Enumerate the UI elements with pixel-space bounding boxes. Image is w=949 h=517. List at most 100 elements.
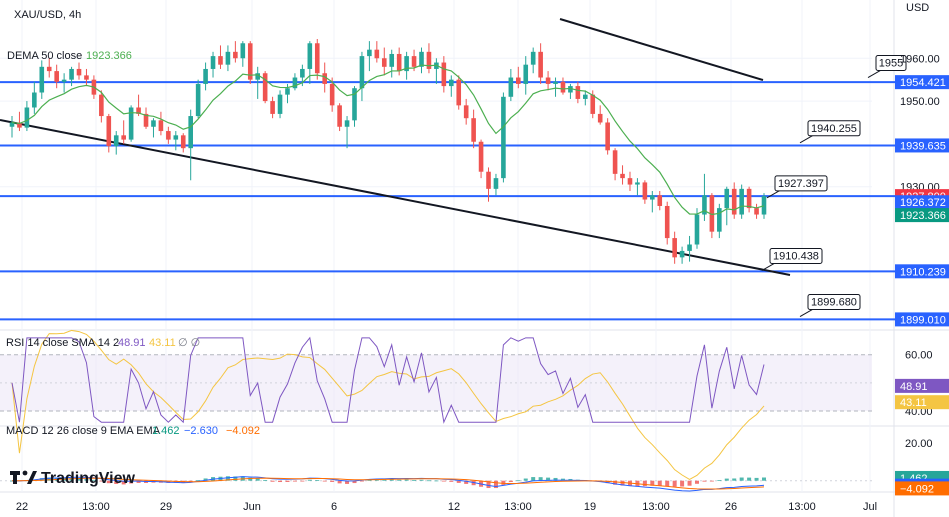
- rsi-ma-line: [11, 329, 765, 481]
- macd-histogram-bar: [121, 480, 126, 485]
- candle-body: [441, 62, 447, 87]
- symbol-title[interactable]: XAU/USD, 4h: [14, 9, 81, 21]
- macd-histogram-bar: [434, 480, 439, 482]
- macd-histogram-bar: [263, 480, 268, 481]
- candle-body: [739, 188, 744, 215]
- macd-histogram-bar: [702, 480, 707, 482]
- rsi-legend-label[interactable]: RSI 14 close SMA 14 2: [6, 337, 119, 349]
- currency-label[interactable]: USD: [906, 2, 929, 14]
- candle-body: [635, 182, 640, 185]
- macd-histogram-bar: [605, 480, 610, 484]
- macd-histogram-bar: [47, 477, 52, 481]
- macd-histogram-bar: [248, 477, 253, 481]
- macd-histogram-bar: [739, 477, 744, 481]
- price-tag-box: [895, 395, 949, 410]
- candle-body: [307, 43, 313, 69]
- candle-body: [404, 56, 409, 72]
- candle-body: [612, 150, 618, 174]
- callout-box: [875, 55, 907, 72]
- macd-histogram-bar: [389, 479, 394, 481]
- macd-histogram-bar: [382, 479, 387, 481]
- candle-body: [746, 188, 752, 209]
- candle-body: [277, 94, 283, 114]
- time-axis-label: Jul: [863, 501, 877, 513]
- candle-body: [195, 83, 201, 117]
- macd-legend-label[interactable]: MACD 12 26 close 9 EMA EMA: [6, 425, 161, 437]
- candle-body: [225, 51, 231, 65]
- horizontal-levels[interactable]: [0, 81, 895, 321]
- candle-body: [486, 171, 491, 189]
- price-tag-box: [895, 312, 949, 327]
- macd-histogram-bar: [724, 478, 729, 481]
- candle-body: [575, 86, 581, 99]
- candle-body: [247, 43, 253, 80]
- macd-histogram-bar: [307, 479, 312, 481]
- candle-body: [337, 105, 342, 127]
- candle-body: [523, 64, 529, 84]
- candle-body: [255, 73, 261, 80]
- macd-histogram-bar: [322, 480, 327, 482]
- descending-support-trendline: [0, 119, 791, 276]
- macd-histogram-bar: [523, 478, 528, 481]
- candle-body: [262, 73, 268, 102]
- price-tag-label: 1926.372: [900, 197, 946, 209]
- candle-body: [515, 77, 521, 84]
- candle-body: [188, 116, 193, 149]
- time-axis-label: Jun: [243, 501, 261, 513]
- macd-histogram-bar: [441, 480, 446, 482]
- candle-body: [158, 120, 164, 132]
- macd-histogram-bar: [665, 480, 670, 487]
- candle-body: [17, 122, 22, 128]
- dema-line-path: [11, 64, 765, 216]
- macd-histogram-bar: [69, 477, 74, 481]
- candle-body: [702, 195, 707, 215]
- candle-body: [419, 51, 424, 67]
- price-tag-box: [895, 378, 949, 393]
- macd-histogram-bar: [91, 479, 96, 481]
- candle-body: [538, 51, 543, 78]
- macd-histogram-bar: [709, 480, 714, 482]
- candle-body: [46, 66, 52, 72]
- trend-lines[interactable]: [0, 18, 791, 276]
- candle-body: [136, 107, 141, 114]
- macd-histogram-bar: [657, 480, 662, 486]
- macd-histogram-bar: [762, 477, 766, 481]
- macd-histogram-bar: [508, 480, 513, 483]
- macd-histogram-bar: [642, 480, 647, 487]
- dema-legend-label[interactable]: DEMA 50 close: [7, 50, 82, 62]
- rsi-ma-legend-value: 43.11: [149, 337, 176, 349]
- candle-body: [166, 131, 171, 140]
- macd-histogram-bar: [39, 478, 44, 481]
- candle-body: [597, 113, 603, 123]
- macd-histogram-bar: [412, 480, 417, 481]
- candle-body: [664, 205, 670, 239]
- price-tag-box: [895, 75, 949, 90]
- time-axis[interactable]: 22 13:00 29 Jun 6 12 13:00 19 13:00 26 13:00 Jul: [16, 501, 877, 513]
- macd-histogram-bar: [531, 477, 536, 481]
- macd-histogram-bar: [106, 480, 111, 484]
- candle-body: [448, 79, 454, 87]
- callout-label: 1910.438: [773, 250, 819, 262]
- price-callouts[interactable]: 1955 1940.255 1927.397 1910.438 1899.680: [761, 55, 907, 317]
- macd-histogram-bar: [501, 480, 506, 485]
- candle-body: [568, 86, 573, 93]
- macd-histogram-bar: [367, 480, 372, 481]
- macd-histogram-bar: [449, 480, 454, 482]
- candle-body: [84, 75, 89, 80]
- price-tags: 1954.4211939.6351927.80003:22:101926.372…: [895, 75, 949, 496]
- candle-body: [687, 244, 692, 251]
- macd-histogram-bar: [553, 477, 558, 481]
- candle-body: [724, 188, 730, 209]
- price-tag-label: −4.092: [900, 483, 934, 495]
- callout-label: 1940.255: [811, 123, 857, 135]
- price-tag-label: 48.91: [900, 381, 928, 393]
- tradingview-logo[interactable]: TradingView: [10, 470, 136, 487]
- time-axis-label: 13:00: [82, 501, 110, 513]
- candle-body: [501, 96, 506, 179]
- rsi-axis-label: 60.00: [905, 350, 933, 362]
- price-tag-label: 1939.635: [900, 140, 946, 152]
- time-axis-label: 13:00: [642, 501, 670, 513]
- macd-histogram-bar: [292, 480, 297, 482]
